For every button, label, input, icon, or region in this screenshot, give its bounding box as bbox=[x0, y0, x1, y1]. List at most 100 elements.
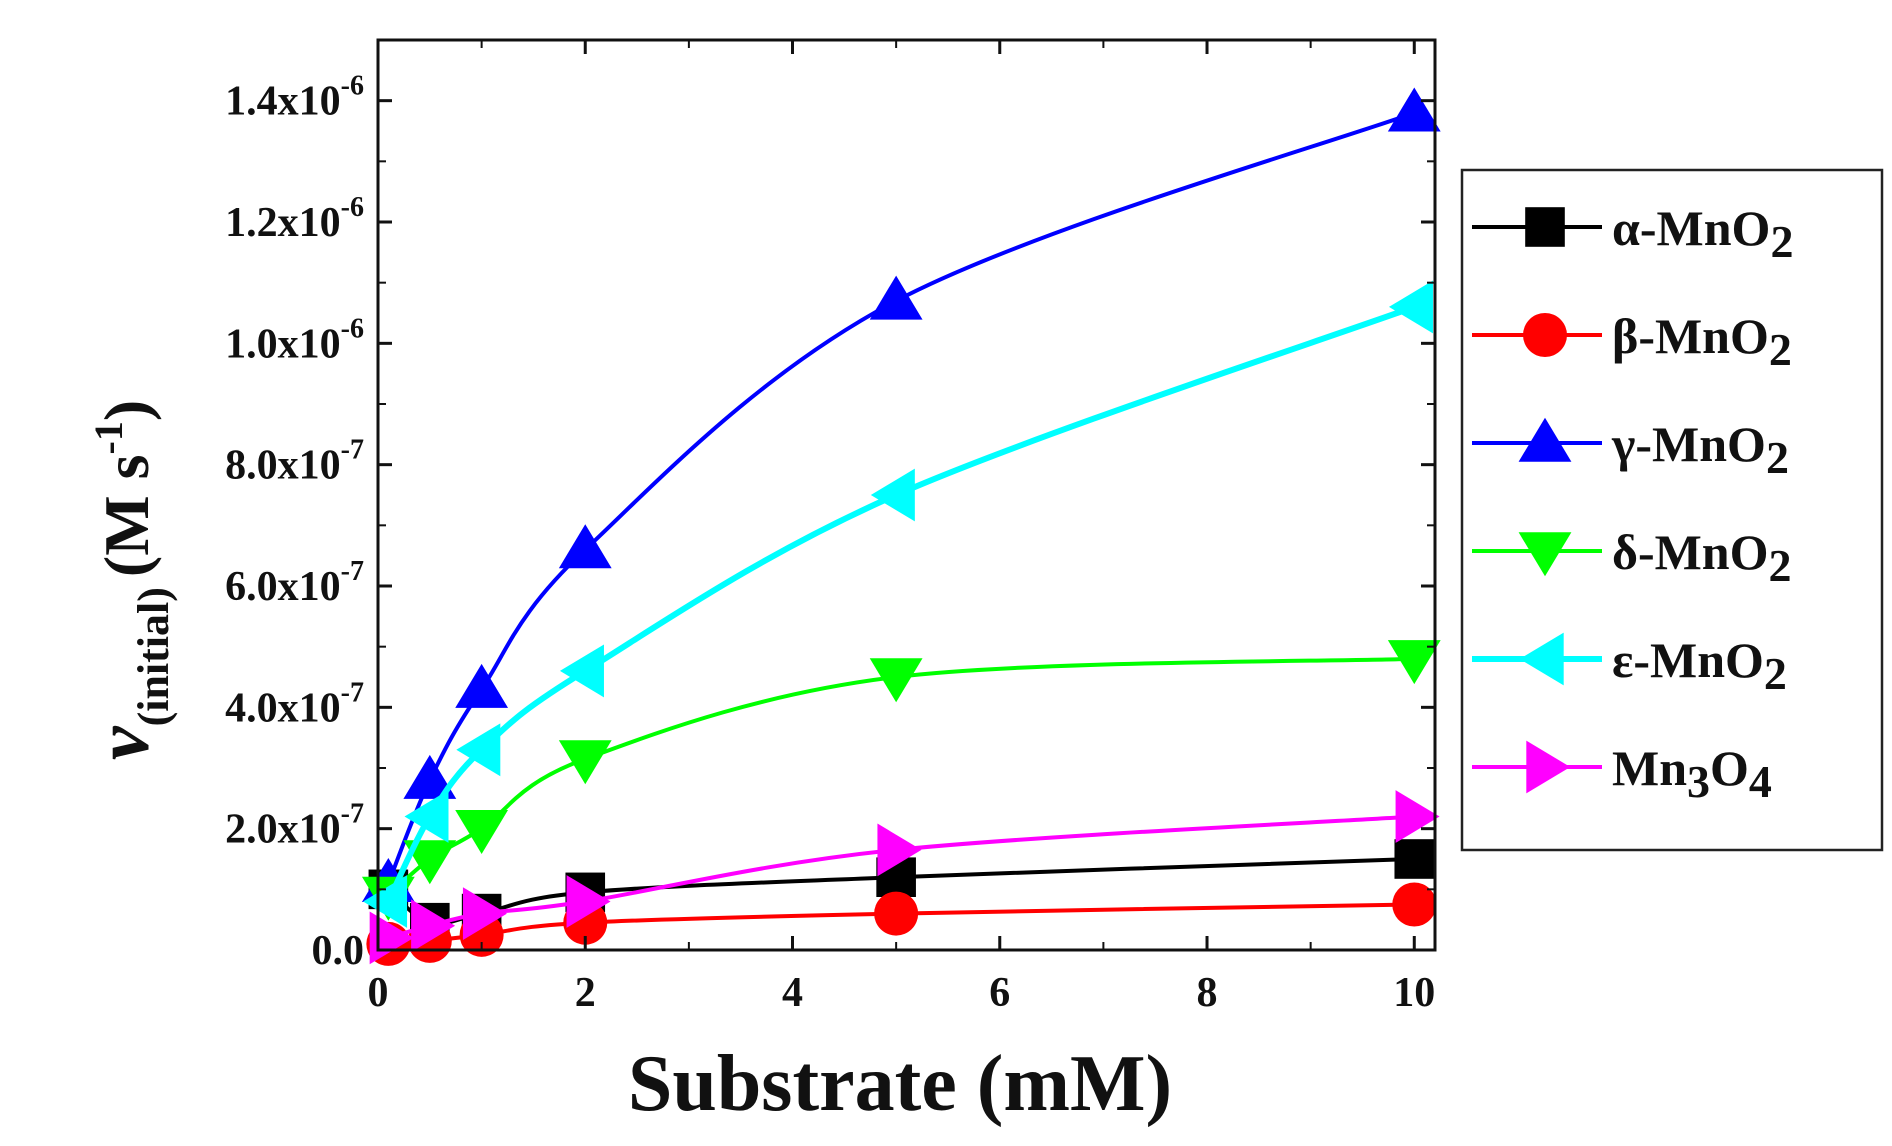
data-point bbox=[870, 468, 915, 522]
y-axis-title-main: v bbox=[81, 725, 165, 760]
y-tick-label-mantissa: 4.0x10 bbox=[225, 685, 341, 731]
y-tick-label-exponent: -7 bbox=[341, 556, 364, 587]
data-point bbox=[403, 754, 457, 799]
data-point bbox=[1392, 882, 1437, 927]
legend-label-subscript: 2 bbox=[1769, 324, 1792, 375]
legend-label-main: O bbox=[1710, 740, 1749, 796]
data-point bbox=[877, 823, 922, 877]
y-tick-label-exponent: -7 bbox=[341, 435, 364, 466]
legend-label: ε-MnO2 bbox=[1612, 632, 1787, 699]
legend-label-main: β-MnO bbox=[1612, 308, 1769, 364]
legend-label: β-MnO2 bbox=[1612, 308, 1792, 375]
legend-item: γ-MnO2 bbox=[1472, 416, 1789, 483]
y-tick-label-exponent: -6 bbox=[341, 313, 364, 344]
plot-frame bbox=[376, 38, 1437, 952]
data-point bbox=[558, 740, 612, 785]
y-tick-label-mantissa: 1.0x10 bbox=[225, 321, 341, 367]
y-tick-label: 1.2x10-6 bbox=[225, 192, 364, 246]
y-axis-title-units: (M s bbox=[91, 454, 162, 577]
y-tick-label-mantissa: 2.0x10 bbox=[225, 807, 341, 853]
data-point bbox=[1387, 87, 1441, 132]
data-point bbox=[1394, 839, 1435, 879]
data-point bbox=[1395, 790, 1440, 843]
series-1 bbox=[366, 882, 1437, 966]
y-tick-label-mantissa: 1.2x10 bbox=[225, 200, 341, 246]
y-axis-title-subscript: (initial) bbox=[129, 587, 178, 726]
legend-label-subscript: 3 bbox=[1687, 756, 1710, 807]
x-tick-label: 6 bbox=[989, 970, 1010, 1016]
y-tick-label-mantissa: 6.0x10 bbox=[225, 564, 341, 610]
x-tick-label: 4 bbox=[782, 970, 803, 1016]
y-tick-label: 4.0x10-7 bbox=[225, 677, 364, 731]
legend-label-subscript: 2 bbox=[1764, 648, 1787, 699]
legend-label: Mn3O4 bbox=[1612, 740, 1772, 807]
legend-item: δ-MnO2 bbox=[1472, 524, 1792, 591]
legend-marker bbox=[1525, 207, 1565, 247]
series-5 bbox=[369, 790, 1440, 965]
legend-frame bbox=[1460, 168, 1884, 852]
y-axis-title-units-exponent: -1 bbox=[86, 421, 131, 454]
data-point bbox=[1388, 280, 1433, 334]
legend-label-main: α-MnO bbox=[1612, 200, 1770, 256]
legend-label-subscript: 2 bbox=[1770, 216, 1793, 267]
data-point bbox=[869, 275, 923, 320]
legend-marker bbox=[1518, 532, 1572, 577]
data-point bbox=[404, 790, 449, 843]
legend-marker bbox=[1523, 313, 1567, 357]
series-4 bbox=[363, 280, 1433, 928]
series-layer bbox=[361, 87, 1441, 966]
x-axis-title: Substrate (mM) bbox=[628, 1040, 1172, 1128]
data-point bbox=[874, 891, 919, 936]
data-point bbox=[411, 899, 456, 953]
legend-label-main: γ-MnO bbox=[1611, 416, 1766, 472]
data-point bbox=[455, 663, 509, 708]
legend-label: γ-MnO2 bbox=[1611, 416, 1789, 483]
y-tick-label-exponent: -7 bbox=[341, 677, 364, 708]
y-tick-label: 2.0x10-7 bbox=[225, 799, 364, 853]
legend-label-main: Mn bbox=[1612, 740, 1687, 796]
data-point bbox=[869, 658, 923, 703]
data-point bbox=[559, 644, 604, 698]
data-point bbox=[558, 524, 612, 569]
y-tick-label-mantissa: 0.0 bbox=[312, 928, 365, 974]
data-point bbox=[1387, 640, 1441, 685]
legend-label-main: δ-MnO bbox=[1612, 524, 1769, 580]
legend-label: δ-MnO2 bbox=[1612, 524, 1792, 591]
data-point bbox=[456, 723, 501, 777]
y-tick-label: 8.0x10-7 bbox=[225, 435, 364, 489]
data-point bbox=[462, 887, 507, 940]
y-axis-title: v(initial) (M s-1) bbox=[81, 400, 178, 760]
x-tick-label: 10 bbox=[1393, 970, 1435, 1016]
legend-item: Mn3O4 bbox=[1472, 740, 1772, 807]
data-point bbox=[455, 809, 509, 854]
y-tick-label: 0.0 bbox=[312, 928, 365, 974]
data-point bbox=[566, 875, 611, 928]
data-point bbox=[363, 875, 408, 928]
y-tick-label-exponent: -6 bbox=[341, 192, 364, 223]
x-tick-label: 2 bbox=[575, 970, 596, 1016]
y-tick-label: 6.0x10-7 bbox=[225, 556, 364, 610]
data-point bbox=[403, 840, 457, 885]
legend-item: α-MnO2 bbox=[1472, 200, 1793, 267]
legend-marker bbox=[1526, 740, 1571, 794]
legend-item: β-MnO2 bbox=[1472, 308, 1792, 375]
y-tick-label: 1.0x10-6 bbox=[225, 313, 364, 367]
x-tick-label: 8 bbox=[1197, 970, 1218, 1016]
legend-label: α-MnO2 bbox=[1612, 200, 1793, 267]
legend-label-subscript: 2 bbox=[1769, 540, 1792, 591]
legend-item: ε-MnO2 bbox=[1472, 632, 1787, 699]
y-tick-label-exponent: -6 bbox=[341, 71, 364, 102]
legend-label-subscript: 2 bbox=[1766, 432, 1789, 483]
x-tick-label: 0 bbox=[368, 970, 389, 1016]
y-axis-title-units-close: ) bbox=[91, 400, 162, 421]
series-line bbox=[385, 304, 1416, 903]
y-tick-label-exponent: -7 bbox=[341, 799, 364, 830]
axes-layer: 0 2 4 6 8 100.02.0x10-74.0x10-76.0x10-78.0x10… bbox=[225, 38, 1437, 1016]
y-tick-label-mantissa: 1.4x10 bbox=[225, 79, 341, 125]
y-tick-label-mantissa: 8.0x10 bbox=[225, 443, 341, 489]
y-tick-label: 1.4x10-6 bbox=[225, 71, 364, 125]
legend-label-main: ε-MnO bbox=[1612, 632, 1764, 688]
